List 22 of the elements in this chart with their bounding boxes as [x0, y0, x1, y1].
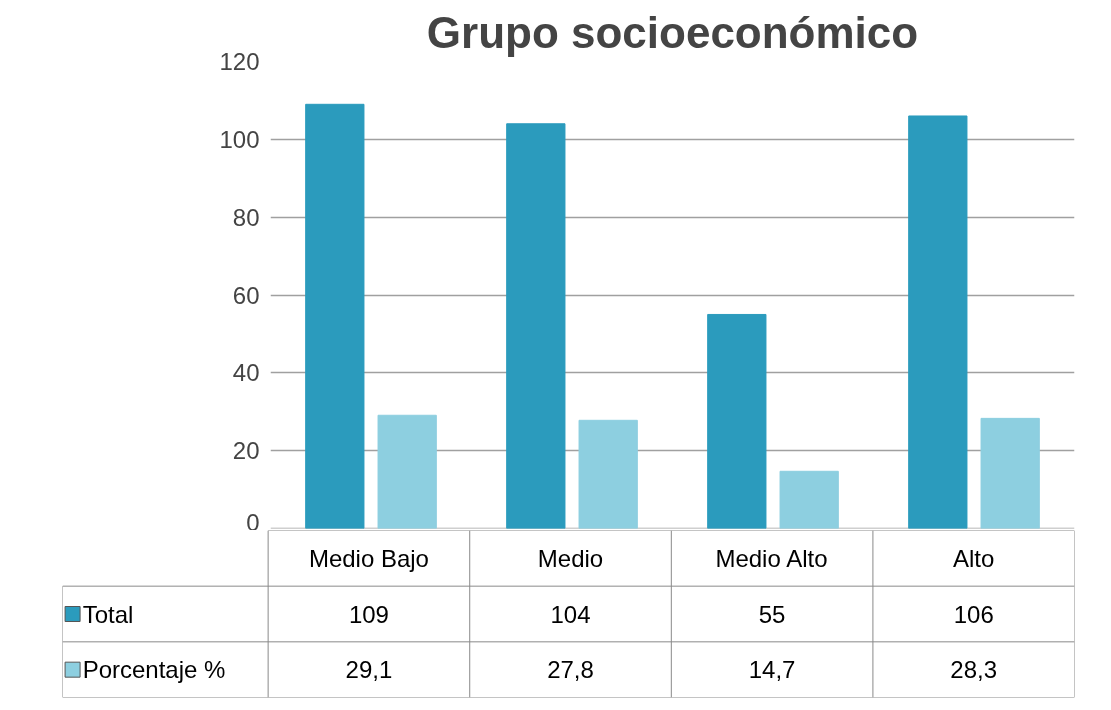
y-tick-label: 60	[232, 281, 260, 309]
data-label: 106	[953, 600, 994, 628]
x-tick-label: Medio Alto	[715, 544, 828, 572]
x-tick-label: Medio Bajo	[308, 544, 429, 572]
data-label: 109	[348, 600, 389, 628]
y-tick-label: 40	[232, 359, 260, 387]
x-tick-label: Medio	[537, 544, 604, 572]
chart-title: Grupo socioeconómico	[426, 7, 919, 57]
x-tick-label: Alto	[953, 544, 995, 572]
data-label: 104	[550, 600, 591, 628]
legend-label: Porcentaje %	[82, 656, 226, 684]
data-label: 27,8	[547, 656, 594, 684]
data-label: 29,1	[345, 656, 393, 684]
y-tick-label: 20	[232, 437, 260, 465]
legend-label: Total	[82, 600, 134, 628]
y-tick-label: 120	[219, 48, 260, 75]
data-label: 55	[758, 600, 786, 628]
y-tick-label: 0	[246, 508, 260, 536]
data-label: 28,3	[950, 656, 998, 684]
y-tick-label: 80	[232, 203, 260, 231]
y-tick-label: 100	[219, 125, 260, 153]
data-label: 14,7	[748, 656, 796, 684]
